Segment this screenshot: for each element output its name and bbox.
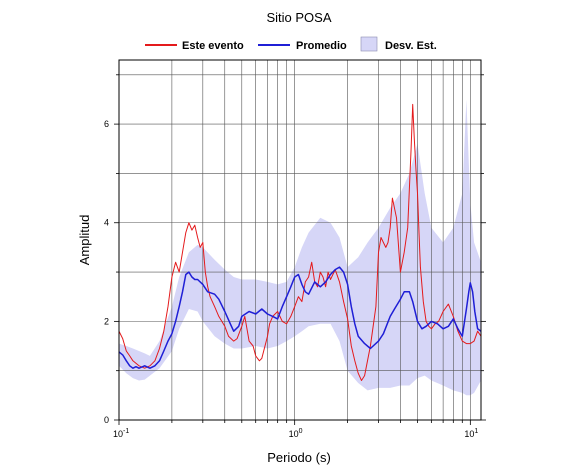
tick-layer: 0 2 4 6 10-1 100 101 <box>104 74 486 439</box>
legend: Este evento Promedio Desv. Est. <box>145 36 437 52</box>
x-tick-label: 100 <box>289 428 303 439</box>
y-tick-label: 2 <box>104 316 109 326</box>
y-tick-label: 6 <box>104 119 109 129</box>
plot-frame <box>118 59 482 421</box>
x-axis-label: Periodo (s) <box>267 450 331 465</box>
chart-title: Sitio POSA <box>266 10 331 25</box>
legend-label-promedio: Promedio <box>296 40 347 52</box>
band-layer <box>119 99 481 396</box>
x-tick-label: 10-1 <box>113 428 129 439</box>
legend-swatch-desv-est <box>360 36 378 52</box>
std-dev-band <box>119 99 481 396</box>
series-line-promedio <box>118 266 482 369</box>
y-tick-label: 0 <box>104 415 109 425</box>
axes-frame-layer <box>118 59 482 421</box>
series-layer <box>118 103 482 381</box>
y-tick-label: 4 <box>104 218 109 228</box>
legend-label-desv-est: Desv. Est. <box>385 40 437 52</box>
y-axis-label: Amplitud <box>77 215 92 266</box>
legend-label-este-evento: Este evento <box>182 40 244 52</box>
x-tick-label: 101 <box>464 428 478 439</box>
